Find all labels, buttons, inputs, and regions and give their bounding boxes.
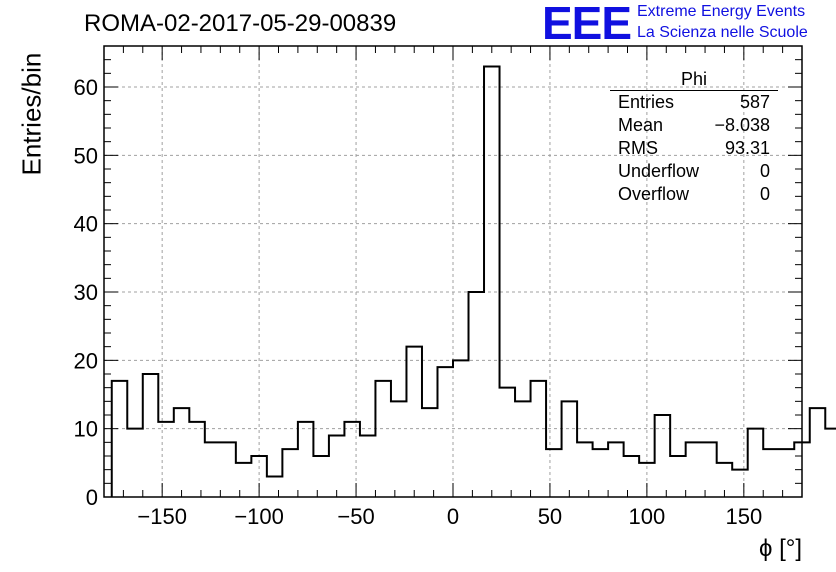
- histogram-bin: [577, 442, 593, 497]
- histogram-bin: [205, 442, 221, 497]
- y-tick-label: 10: [74, 417, 98, 442]
- y-tick-label: 30: [74, 280, 98, 305]
- stats-box: Phi Entries 587 Mean −8.038 RMS 93.31 Un…: [610, 68, 778, 206]
- stats-value: 93.31: [724, 138, 770, 158]
- histogram-bin: [313, 456, 329, 497]
- x-axis-label: ϕ [°]: [758, 535, 802, 562]
- histogram-bin: [624, 456, 640, 497]
- brand-line-2: La Scienza nelle Scuole: [637, 24, 808, 41]
- histogram-bin: [127, 429, 143, 497]
- histogram-outline: [110, 65, 836, 497]
- histogram-bin: [236, 463, 252, 497]
- histogram-bin: [825, 429, 836, 497]
- y-axis-label: Entries/bin: [16, 52, 47, 176]
- stats-label: Entries: [618, 92, 675, 112]
- histogram-bin: [593, 449, 609, 497]
- stats-value: −8.038: [714, 115, 770, 135]
- histogram-bin: [437, 367, 453, 497]
- histogram-bin: [531, 381, 547, 497]
- histogram-bin: [763, 449, 779, 497]
- histogram-bin: [189, 422, 205, 497]
- stats-label: Underflow: [618, 161, 700, 181]
- histogram-bin: [298, 422, 314, 497]
- y-tick-label: 60: [74, 75, 98, 100]
- histogram-bin: [670, 456, 686, 497]
- histogram-bin: [112, 381, 128, 497]
- histogram-bin: [500, 388, 516, 497]
- x-tick-label: −50: [337, 504, 374, 529]
- stats-value: 0: [759, 184, 770, 204]
- chart-title: ROMA-02-2017-05-29-00839: [84, 10, 397, 37]
- histogram-bin: [422, 408, 438, 497]
- histogram-bin: [406, 347, 422, 497]
- histogram-bin: [810, 408, 826, 497]
- stats-row-overflow: Overflow 0: [610, 183, 778, 206]
- histogram-bin: [515, 401, 531, 497]
- histogram-bin: [329, 436, 345, 498]
- x-tick-label: 0: [447, 504, 459, 529]
- y-tick-label: 40: [74, 212, 98, 237]
- histogram-bin: [732, 470, 748, 497]
- histogram-bin: [220, 442, 236, 497]
- x-tick-label: 50: [538, 504, 562, 529]
- y-tick-label: 20: [74, 348, 98, 373]
- histogram-bin: [748, 429, 764, 497]
- stats-row-entries: Entries 587: [610, 91, 778, 114]
- stats-label: Mean: [618, 115, 664, 135]
- histogram-bin: [344, 422, 360, 497]
- stats-label: RMS: [618, 138, 658, 158]
- histogram-bin: [360, 436, 376, 498]
- histogram-bin: [282, 449, 298, 497]
- histogram-bin: [686, 442, 702, 497]
- histogram-bin: [701, 442, 717, 497]
- histogram-bin: [158, 422, 174, 497]
- stats-row-underflow: Underflow 0: [610, 160, 778, 183]
- y-tick-label: 0: [86, 485, 98, 510]
- stats-value: 587: [739, 92, 770, 112]
- histogram-bin: [562, 401, 578, 497]
- stats-row-mean: Mean −8.038: [610, 114, 778, 137]
- x-tick-label: 100: [629, 504, 666, 529]
- histogram-bin: [143, 374, 159, 497]
- y-tick-label: 50: [74, 143, 98, 168]
- x-tick-label: 150: [725, 504, 762, 529]
- histogram-bin: [469, 292, 485, 497]
- stats-row-rms: RMS 93.31: [610, 137, 778, 160]
- histogram-bin: [391, 401, 407, 497]
- histogram-bin: [546, 449, 562, 497]
- histogram-bin: [779, 449, 795, 497]
- histogram-bin: [375, 381, 391, 497]
- histogram-bin: [453, 360, 469, 497]
- stats-value: 0: [759, 161, 770, 181]
- histogram-bin: [484, 67, 500, 498]
- histogram-bin: [655, 415, 671, 497]
- histogram-bin: [608, 442, 624, 497]
- eee-logo: EEE: [542, 0, 632, 49]
- brand-line-1: Extreme Energy Events: [637, 3, 806, 20]
- histogram-bin: [174, 408, 190, 497]
- stats-title: Phi: [610, 68, 778, 91]
- x-tick-label: −150: [137, 504, 187, 529]
- x-tick-label: −100: [234, 504, 284, 529]
- histogram-bin: [267, 477, 283, 498]
- stats-label: Overflow: [618, 184, 690, 204]
